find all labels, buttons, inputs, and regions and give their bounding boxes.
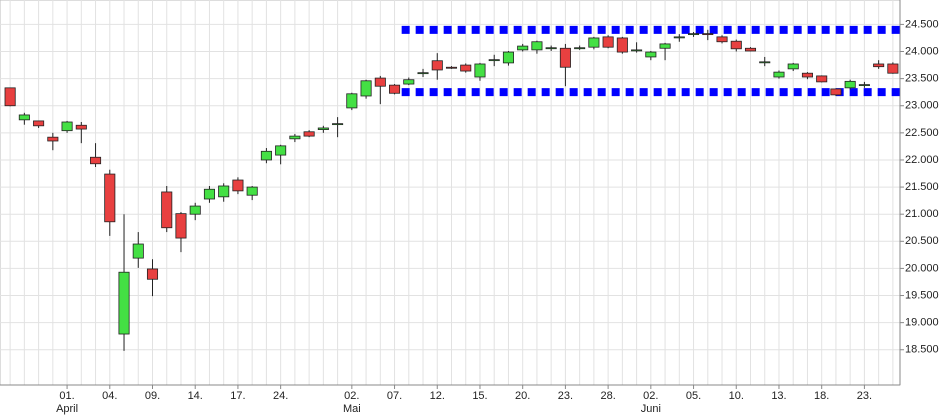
candle-body	[75, 124, 87, 130]
x-tick-label: 23.	[857, 390, 872, 402]
candle-body	[360, 80, 372, 97]
candle-body	[132, 243, 144, 259]
y-tick-label: 20.000	[905, 262, 939, 274]
x-tick-label: 10.	[729, 390, 744, 402]
x-tick-label: 05.	[686, 390, 701, 402]
x-tick-label: 13.	[771, 390, 786, 402]
candle-body	[33, 120, 45, 127]
candle-body	[374, 77, 386, 87]
candle-body	[275, 145, 287, 156]
x-tick-label: 04.	[102, 390, 117, 402]
candle-body	[673, 36, 685, 39]
x-tick-label: 17.	[230, 390, 245, 402]
candle-body	[317, 127, 329, 130]
candle-body	[759, 61, 771, 64]
candle-body	[61, 121, 73, 132]
x-tick-label: 23.	[558, 390, 573, 402]
y-tick-label: 21.000	[905, 208, 939, 220]
y-tick-label: 19.500	[905, 289, 939, 301]
candle-body	[858, 84, 870, 86]
candle-body	[289, 135, 301, 140]
x-tick-label: 09.	[145, 390, 160, 402]
candle-body	[502, 51, 514, 64]
candle-body	[4, 87, 16, 107]
y-tick-label: 19.000	[905, 317, 939, 329]
candle-body	[574, 47, 586, 50]
candle-body	[232, 179, 244, 192]
candle-body	[189, 205, 201, 215]
candle-body	[118, 271, 130, 335]
candle-body	[517, 45, 529, 51]
candle-body	[873, 63, 885, 68]
candle-body	[659, 43, 671, 49]
candle-body	[90, 156, 102, 165]
candle-body	[645, 51, 657, 58]
candle-body	[801, 72, 813, 78]
y-tick-label: 24.500	[905, 18, 939, 30]
y-tick-label: 22.000	[905, 154, 939, 166]
candle-body	[389, 84, 401, 94]
candle-body	[730, 40, 742, 50]
y-tick-label: 22.500	[905, 127, 939, 139]
candle-body	[431, 60, 443, 71]
candle-body	[844, 80, 856, 89]
candle-body	[445, 66, 458, 69]
x-tick-label: 12.	[430, 390, 445, 402]
x-tick-label: 15.	[472, 390, 487, 402]
candle-body	[716, 36, 728, 43]
candle-body	[787, 63, 799, 70]
x-tick-label: 01.	[59, 390, 74, 402]
candle-body	[545, 47, 557, 50]
candle-body	[688, 33, 700, 36]
candle-body	[588, 37, 600, 48]
candle-body	[104, 173, 116, 223]
x-tick-label: 02.	[344, 390, 359, 402]
x-tick-label: 24.	[273, 390, 288, 402]
candle-body	[887, 63, 899, 74]
month-label: Juni	[641, 403, 661, 415]
candle-body	[460, 64, 472, 72]
candle-body	[531, 41, 543, 51]
candle-body	[146, 268, 159, 280]
candle-body	[246, 186, 258, 196]
y-tick-label: 20.500	[905, 235, 939, 247]
candle-body	[417, 72, 429, 75]
candle-body	[18, 114, 30, 121]
candle-body	[602, 36, 614, 48]
candle-body	[488, 59, 500, 62]
candle-body	[346, 93, 358, 109]
candle-body	[161, 191, 173, 229]
month-label: April	[56, 403, 78, 415]
candle-body	[47, 136, 59, 142]
candle-body	[830, 88, 842, 96]
y-tick-label: 23.500	[905, 73, 939, 85]
x-tick-label: 18.	[814, 390, 829, 402]
x-tick-label: 14.	[188, 390, 203, 402]
candle-body	[702, 33, 714, 36]
y-tick-label: 23.000	[905, 100, 939, 112]
candle-body	[631, 49, 643, 52]
x-tick-label: 28.	[600, 390, 615, 402]
candle-body	[203, 188, 215, 200]
candle-body	[218, 185, 230, 198]
y-tick-label: 18.500	[905, 344, 939, 356]
candle-body	[816, 75, 828, 83]
candle-body	[773, 71, 785, 78]
candle-body	[744, 47, 757, 52]
candle-body	[303, 131, 315, 137]
candle-body	[260, 150, 272, 161]
candle-body	[616, 37, 628, 53]
x-tick-label: 07.	[387, 390, 402, 402]
candle-body	[559, 47, 571, 68]
month-label: Mai	[343, 403, 361, 415]
candle-body	[175, 213, 187, 239]
candle-body	[403, 79, 415, 85]
x-tick-label: 20.	[515, 390, 530, 402]
candle-body	[474, 63, 486, 78]
candle-body	[332, 123, 344, 126]
y-tick-label: 21.500	[905, 181, 939, 193]
y-tick-label: 24.000	[905, 45, 939, 57]
x-tick-label: 02.	[643, 390, 658, 402]
